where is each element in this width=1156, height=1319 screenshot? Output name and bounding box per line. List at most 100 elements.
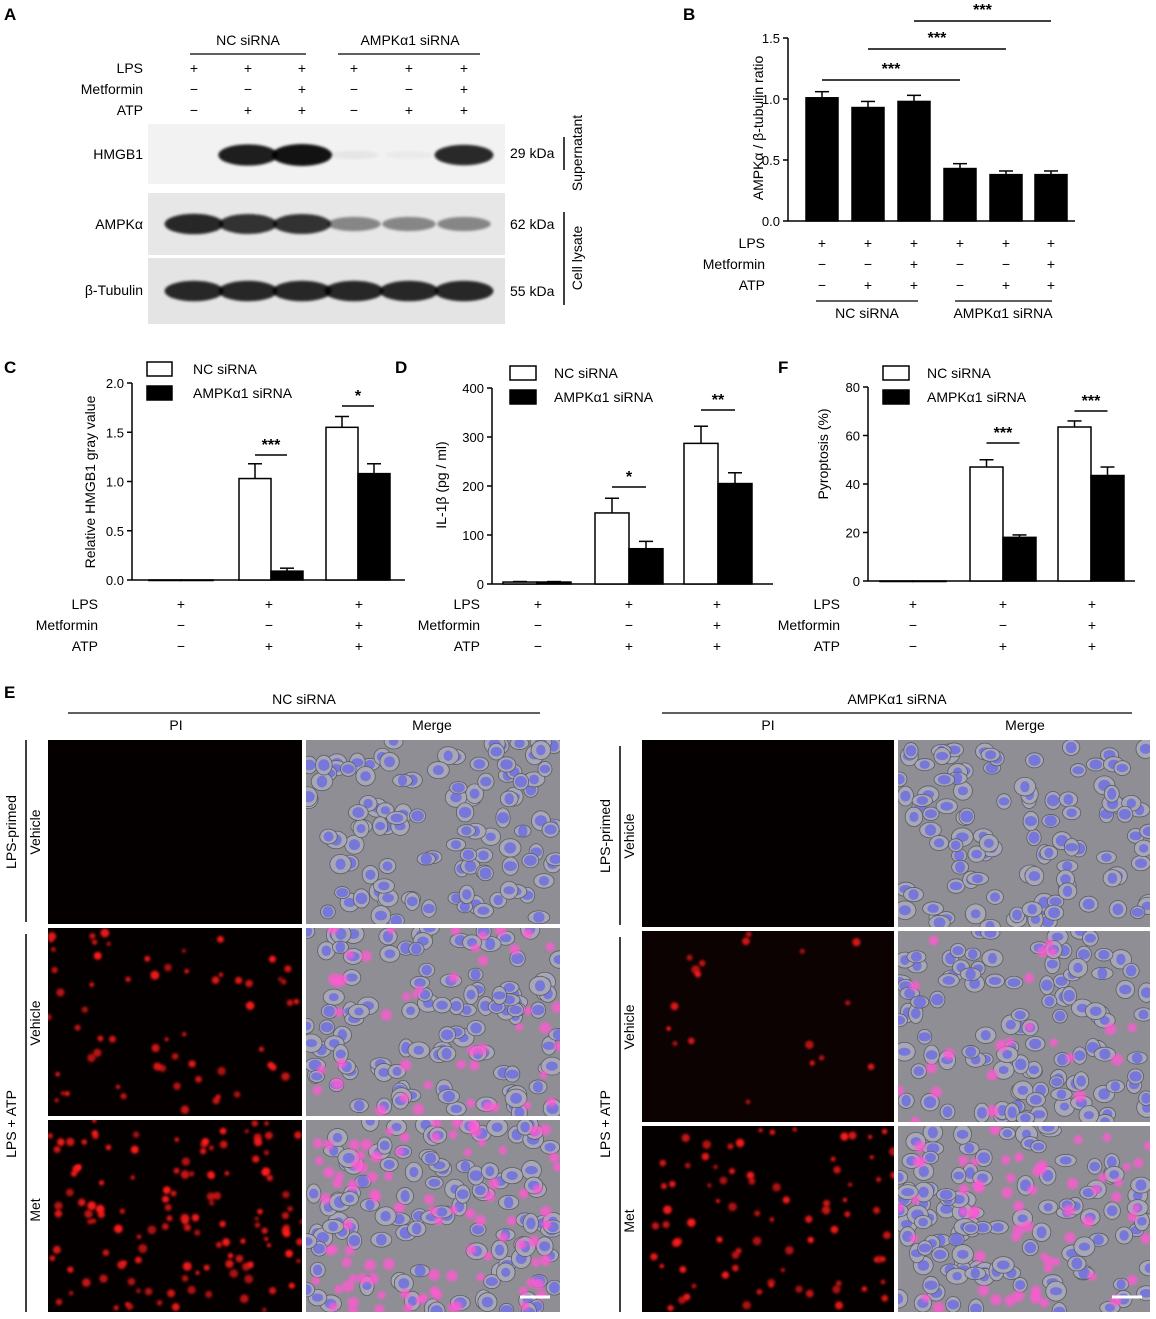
cell-nucleus bbox=[1053, 1306, 1066, 1312]
pi-positive-nucleus bbox=[84, 1209, 93, 1219]
micro-row-vehicle-2-nc: Vehicle bbox=[27, 1000, 43, 1045]
pi-positive-nucleus bbox=[286, 999, 294, 1007]
pi-positive-nucleus bbox=[171, 1303, 180, 1311]
pi-positive-nucleus bbox=[296, 1238, 302, 1246]
pi-positive-cell bbox=[380, 1009, 392, 1021]
blot-band-hmgb1-lane-6 bbox=[434, 144, 494, 166]
pi-positive-cell bbox=[466, 1244, 477, 1255]
pi-positive-nucleus bbox=[87, 1053, 96, 1063]
chart-b-bar-1 bbox=[805, 97, 839, 222]
pi-positive-nucleus bbox=[91, 1129, 99, 1137]
cell-nucleus bbox=[306, 1039, 318, 1048]
cell-nucleus bbox=[1119, 1230, 1129, 1241]
pi-positive-nucleus bbox=[795, 1285, 803, 1293]
pi-positive-cell bbox=[367, 1171, 378, 1183]
cell-nucleus bbox=[1131, 907, 1144, 917]
pi-positive-nucleus bbox=[293, 998, 300, 1005]
pi-positive-cell bbox=[542, 1220, 552, 1229]
pi-positive-nucleus bbox=[195, 1270, 200, 1275]
pi-positive-cell bbox=[1087, 1271, 1097, 1281]
cell-nucleus bbox=[523, 855, 537, 866]
pi-positive-nucleus bbox=[715, 1198, 720, 1203]
pi-positive-nucleus bbox=[219, 1127, 227, 1135]
pi-positive-cell bbox=[476, 1272, 485, 1282]
cell-nucleus bbox=[918, 1217, 928, 1227]
cell-nucleus bbox=[1051, 1077, 1063, 1087]
pi-positive-nucleus bbox=[881, 1294, 889, 1302]
micro-row-met-nc: Met bbox=[27, 1198, 43, 1221]
pi-positive-nucleus bbox=[670, 1002, 679, 1011]
cell-nucleus bbox=[1116, 1279, 1126, 1290]
cell-nucleus bbox=[348, 1234, 361, 1247]
cell-nucleus bbox=[378, 881, 390, 891]
pi-positive-nucleus bbox=[156, 1299, 163, 1306]
pi-positive-cell bbox=[347, 1296, 359, 1309]
pi-positive-nucleus bbox=[278, 976, 283, 982]
pi-positive-cell bbox=[917, 1157, 927, 1167]
cell-nucleus bbox=[1129, 831, 1142, 841]
blot-band-tubulin-lane-2 bbox=[218, 280, 278, 302]
chart-f-bar-g2-s2 bbox=[1002, 536, 1037, 582]
pi-positive-cell bbox=[490, 1102, 500, 1112]
cell-nucleus bbox=[1138, 844, 1149, 853]
pi-positive-cell bbox=[395, 1147, 405, 1157]
micro-row-group-atp-nc: LPS + ATP bbox=[3, 1090, 19, 1158]
pi-positive-cell bbox=[450, 928, 461, 936]
cell-nucleus bbox=[901, 1094, 911, 1107]
cell-nucleus bbox=[503, 1196, 514, 1209]
cell-nucleus bbox=[918, 1186, 929, 1198]
pi-positive-nucleus bbox=[218, 972, 224, 977]
chart-b-sign-metformin-1: − bbox=[818, 256, 826, 272]
cell-nucleus bbox=[1041, 979, 1053, 991]
cell-nucleus bbox=[357, 1175, 369, 1188]
cell-nucleus bbox=[970, 1303, 982, 1312]
pi-positive-nucleus bbox=[845, 1000, 851, 1006]
panel-d-letter: D bbox=[395, 358, 407, 377]
pi-positive-cell bbox=[431, 1120, 442, 1128]
chart-c-sign-atp-1: − bbox=[177, 638, 185, 654]
cell-nucleus bbox=[965, 1046, 977, 1058]
cell-nucleus bbox=[998, 797, 1010, 806]
cell-nucleus bbox=[510, 1092, 522, 1104]
pi-positive-nucleus bbox=[100, 928, 110, 938]
pi-positive-nucleus bbox=[742, 937, 750, 946]
blot-sign-atp-6: + bbox=[460, 102, 468, 118]
cell-nucleus bbox=[1119, 984, 1132, 995]
chart-c-sig-label-1: *** bbox=[262, 437, 281, 454]
chart-b-row-label-lps: LPS bbox=[739, 235, 765, 251]
chart-b-ytick-label: 1.5 bbox=[762, 31, 780, 46]
cell-nucleus bbox=[485, 1166, 495, 1177]
chart-c-ytick-label: 0.5 bbox=[106, 524, 124, 539]
pi-positive-nucleus bbox=[164, 1037, 169, 1042]
pi-positive-nucleus bbox=[106, 941, 111, 947]
cell-nucleus bbox=[470, 1022, 482, 1034]
pi-positive-cell bbox=[474, 1214, 486, 1227]
chart-d-sign-lps-1: + bbox=[534, 596, 542, 612]
blot-fraction-lysate: Cell lysate bbox=[569, 226, 585, 291]
pi-positive-nucleus bbox=[848, 1131, 857, 1140]
pi-positive-cell bbox=[449, 1205, 458, 1215]
cell-nucleus bbox=[1029, 1038, 1042, 1049]
pi-positive-cell bbox=[1044, 939, 1054, 948]
cell-nucleus bbox=[900, 790, 911, 802]
pi-positive-cell bbox=[312, 1085, 323, 1096]
pi-positive-cell bbox=[341, 1257, 352, 1268]
cell-nucleus bbox=[503, 886, 515, 895]
pi-positive-nucleus bbox=[296, 1258, 301, 1264]
cell-nucleus bbox=[1106, 1156, 1117, 1168]
pi-positive-nucleus bbox=[240, 1238, 246, 1244]
cell-nucleus bbox=[1089, 1161, 1101, 1172]
pi-positive-cell bbox=[1022, 1220, 1034, 1232]
pi-positive-nucleus bbox=[74, 1024, 81, 1031]
pi-positive-nucleus bbox=[77, 1198, 86, 1207]
blot-sign-atp-1: − bbox=[190, 102, 198, 118]
cell-nucleus bbox=[925, 1050, 938, 1060]
blot-band-ampk-lane-3 bbox=[272, 214, 332, 234]
pi-positive-cell bbox=[415, 1296, 424, 1305]
cell-nucleus bbox=[909, 811, 919, 823]
pi-positive-cell bbox=[518, 1286, 529, 1296]
cell-nucleus bbox=[1065, 741, 1077, 754]
cell-nucleus bbox=[506, 1171, 518, 1181]
cell-nucleus bbox=[1110, 1081, 1121, 1092]
pi-positive-cell bbox=[909, 980, 920, 991]
